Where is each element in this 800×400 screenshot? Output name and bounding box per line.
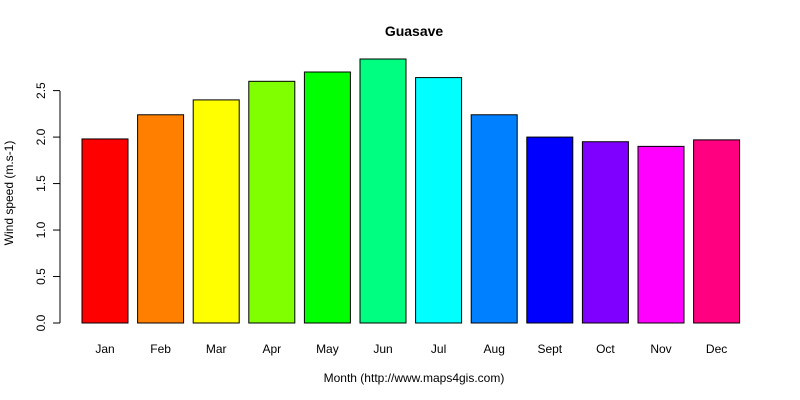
y-axis-label: Wind speed (m.s-1) bbox=[2, 141, 16, 246]
x-tick-label: Jan bbox=[95, 342, 114, 356]
bar-aug bbox=[470, 114, 518, 324]
x-tick-label: Jun bbox=[373, 342, 392, 356]
bar-jan bbox=[81, 138, 129, 324]
x-tick-label: Oct bbox=[596, 342, 615, 356]
bar-feb bbox=[137, 114, 185, 324]
y-axis: 0.0 0.5 1.0 1.5 2.0 2.5 bbox=[34, 82, 61, 331]
bar-jul bbox=[415, 77, 463, 324]
bar-jun bbox=[359, 58, 407, 324]
bar-mar bbox=[192, 99, 240, 324]
bar-apr bbox=[248, 80, 296, 324]
bar-dec bbox=[693, 139, 741, 324]
y-tick-label: 2.0 bbox=[34, 128, 48, 145]
bar-nov bbox=[637, 145, 685, 324]
x-tick-labels: Jan Feb Mar Apr May Jun Jul Aug Sept Oct Nov Dec bbox=[95, 342, 727, 356]
y-ticks: 0.0 0.5 1.0 1.5 2.0 2.5 bbox=[34, 82, 60, 331]
x-tick-label: May bbox=[316, 342, 339, 356]
x-tick-label: Feb bbox=[150, 342, 171, 356]
bar-may bbox=[303, 71, 351, 324]
x-tick-label: Apr bbox=[262, 342, 281, 356]
y-tick-label: 1.0 bbox=[34, 221, 48, 238]
x-tick-label: Mar bbox=[206, 342, 227, 356]
y-tick-label: 1.5 bbox=[34, 175, 48, 192]
x-tick-label: Jul bbox=[431, 342, 446, 356]
y-tick-label: 2.5 bbox=[34, 82, 48, 99]
y-tick-label: 0.5 bbox=[34, 268, 48, 285]
x-tick-label: Aug bbox=[484, 342, 505, 356]
chart-title: Guasave bbox=[385, 23, 444, 39]
x-tick-label: Nov bbox=[650, 342, 671, 356]
x-tick-label: Sept bbox=[537, 342, 562, 356]
bar-oct bbox=[581, 141, 629, 324]
bar-sept bbox=[526, 136, 574, 324]
x-axis-label: Month (http://www.maps4gis.com) bbox=[324, 371, 505, 385]
bars bbox=[81, 58, 741, 324]
x-tick-label: Dec bbox=[706, 342, 727, 356]
y-tick-label: 0.0 bbox=[34, 314, 48, 331]
